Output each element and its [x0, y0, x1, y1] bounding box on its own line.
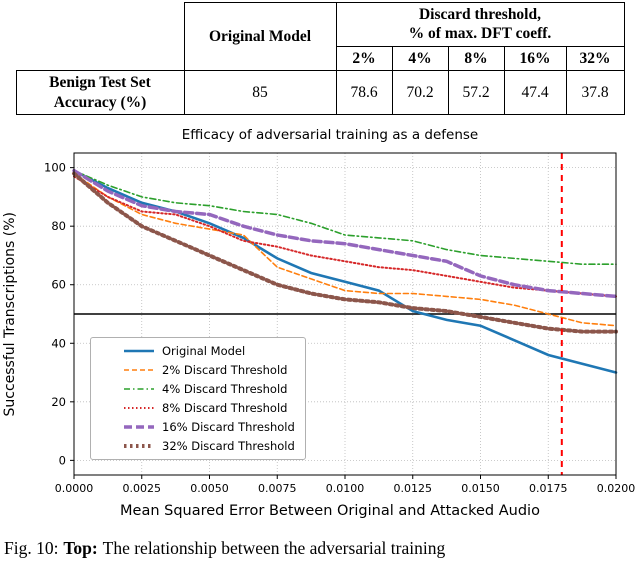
legend-line-sample — [124, 369, 154, 371]
accuracy-row: Benign Test Set Accuracy (%) 85 78.6 70.… — [15, 70, 625, 115]
legend-label: 32% Discard Threshold — [162, 438, 295, 453]
legend-line-sample — [124, 349, 154, 353]
figure-caption: Fig. 10: Top: The relationship between the… — [4, 537, 640, 560]
y-axis-label-wrap: Successful Transcriptions (%) — [2, 145, 18, 483]
accuracy-label-line1: Benign Test Set — [49, 74, 151, 92]
x-axis-label: Mean Squared Error Between Original and … — [120, 502, 540, 519]
x-tick-label: 0.0200 — [597, 482, 636, 495]
legend-label: 2% Discard Threshold — [162, 362, 288, 377]
accuracy-row-label: Benign Test Set Accuracy (%) — [15, 70, 185, 115]
accuracy-original: 85 — [183, 70, 337, 115]
x-tick-label: 0.0175 — [529, 482, 568, 495]
legend-line-sample — [124, 425, 154, 429]
figure-chart: Efficacy of adversarial training as a de… — [0, 127, 640, 519]
legend-label: Original Model — [162, 343, 246, 358]
threshold-16pct: 16% — [503, 45, 567, 72]
x-tick-label: 0.0075 — [258, 482, 297, 495]
legend-label: 8% Discard Threshold — [162, 400, 288, 415]
legend-label: 4% Discard Threshold — [162, 381, 288, 396]
accuracy-32pct: 37.8 — [565, 70, 625, 115]
x-tick-label: 0.0125 — [394, 482, 433, 495]
y-tick-label: 100 — [44, 161, 66, 175]
series-line-2-discard-threshold — [73, 172, 617, 327]
threshold-4pct: 4% — [391, 45, 449, 72]
y-tick-label: 0 — [59, 453, 66, 467]
x-tick-label: 0.0025 — [123, 482, 162, 495]
series-line-32-discard-threshold — [72, 171, 618, 334]
legend-line-sample — [124, 443, 154, 448]
plot-area-wrap: Successful Transcriptions (%) 0.0000 0.00… — [0, 145, 640, 503]
legend-item-32-discard-threshold: 32% Discard Threshold — [99, 438, 295, 454]
chart-title: Efficacy of adversarial training as a de… — [181, 126, 479, 143]
legend-line-sample — [124, 406, 154, 409]
legend-label: 16% Discard Threshold — [162, 419, 295, 434]
legend-item-2-discard-threshold: 2% Discard Threshold — [99, 362, 295, 378]
caption-text: The relationship between the adversarial… — [102, 537, 446, 558]
empty-corner-cell — [16, 3, 184, 71]
original-model-label: Original Model — [208, 27, 312, 45]
y-axis-label: Successful Transcriptions (%) — [2, 211, 18, 417]
accuracy-8pct: 57.2 — [447, 70, 505, 115]
y-tick-label: 40 — [51, 336, 66, 350]
benign-accuracy-table: Original Model Discard threshold, % of m… — [15, 1, 625, 115]
series-line-16-discard-threshold — [72, 168, 618, 299]
y-tick-label: 60 — [51, 278, 66, 292]
accuracy-2pct: 78.6 — [335, 70, 393, 115]
x-tick-label: 0.0100 — [326, 482, 365, 495]
accuracy-4pct: 70.2 — [391, 70, 449, 115]
legend-line-sample — [124, 388, 154, 390]
original-model-header: Original Model — [183, 1, 337, 72]
accuracy-16pct: 47.4 — [503, 70, 567, 115]
discard-threshold-line1: Discard threshold, — [418, 6, 541, 23]
y-tick-label: 80 — [51, 219, 66, 233]
legend-item-16-discard-threshold: 16% Discard Threshold — [99, 419, 295, 435]
x-tick-label: 0.0050 — [190, 482, 229, 495]
threshold-32pct: 32% — [565, 45, 625, 72]
benign-accuracy-table-wrap: Original Model Discard threshold, % of m… — [0, 1, 640, 115]
discard-threshold-line2: % of max. DFT coeff. — [408, 25, 552, 43]
legend: Original Model 2% Discard Threshold 4% Dis… — [90, 336, 306, 460]
series-line-8-discard-threshold — [73, 175, 617, 298]
series-line-4-discard-threshold — [73, 169, 617, 265]
threshold-percent-row: 2% 4% 8% 16% 32% — [16, 45, 625, 72]
caption-bold-top: Top: — [63, 537, 98, 558]
threshold-8pct: 8% — [447, 45, 505, 72]
accuracy-label-line2: Accuracy (%) — [53, 93, 147, 111]
discard-threshold-header: Discard threshold, % of max. DFT coeff. — [335, 2, 625, 47]
legend-item-8-discard-threshold: 8% Discard Threshold — [99, 400, 295, 416]
caption-prefix: Fig. 10: — [4, 537, 59, 558]
x-tick-label: 0.0000 — [55, 482, 94, 495]
plot-svg: 0.0000 0.0025 0.0050 0.0075 0.0100 0.0125 0.01… — [44, 152, 636, 495]
y-tick-label: 20 — [51, 395, 66, 409]
legend-item-original-model: Original Model — [99, 343, 295, 359]
x-tick-label: 0.0150 — [461, 482, 500, 495]
threshold-2pct: 2% — [335, 45, 393, 72]
legend-item-4-discard-threshold: 4% Discard Threshold — [99, 381, 295, 397]
